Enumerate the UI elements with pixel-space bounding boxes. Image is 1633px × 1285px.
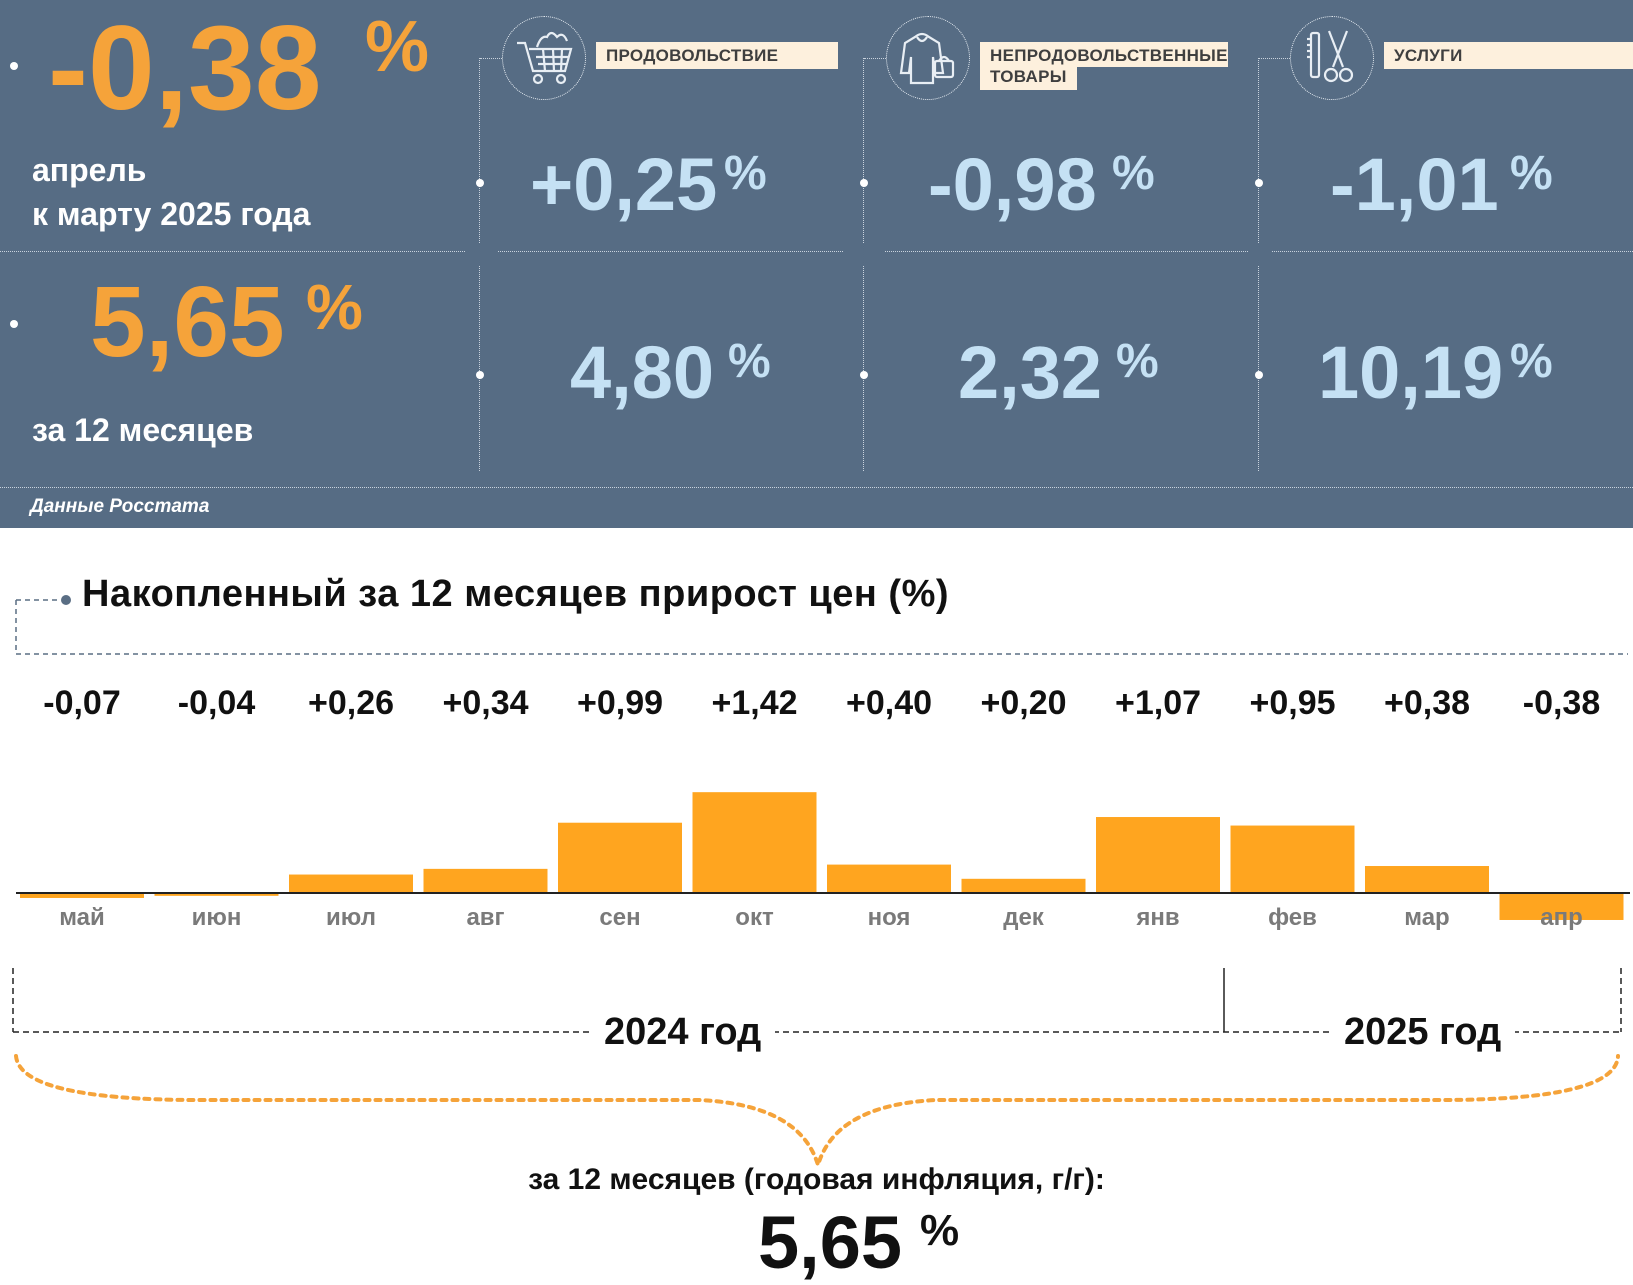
bar-май xyxy=(20,893,144,898)
column-divider xyxy=(1258,58,1259,243)
clothing-icon xyxy=(899,32,955,85)
value-label-авг: +0,34 xyxy=(442,684,529,722)
month-label-июн: июн xyxy=(191,904,242,931)
nonfood-monthly-pct: % xyxy=(1112,147,1155,200)
monthly-caption-line2: к марту 2025 года xyxy=(32,196,311,232)
annual-inflation-value: 5,65 xyxy=(758,1201,903,1284)
chart-title: Накопленный за 12 месяцев прирост цен (%… xyxy=(82,573,950,615)
bullet-dot xyxy=(1255,179,1263,187)
bar-фев xyxy=(1230,825,1355,893)
category-label-nonfood-2: ТОВАРЫ xyxy=(980,65,1077,90)
month-label-июл: июл xyxy=(326,904,376,931)
annual-inflation-pct: % xyxy=(920,1206,960,1255)
value-label-янв: +1,07 xyxy=(1114,684,1202,722)
value-label-окт: +1,42 xyxy=(711,684,798,722)
bar-ноя xyxy=(827,864,951,893)
month-label-янв: янв xyxy=(1136,904,1180,931)
category-label-food: ПРОДОВОЛЬСТВИЕ xyxy=(596,42,838,69)
month-label-апр: апр xyxy=(1540,904,1583,931)
monthly-caption-line1: апрель xyxy=(32,152,147,188)
month-label-авг: авг xyxy=(466,904,505,931)
services-icon-circle xyxy=(1290,16,1374,100)
connector xyxy=(480,58,502,59)
month-label-сен: сен xyxy=(599,904,641,931)
nonfood-annual-pct: % xyxy=(1116,335,1159,388)
bullet-dot xyxy=(476,371,484,379)
food-monthly-value: +0,25 xyxy=(530,143,718,226)
row-divider xyxy=(885,251,1248,252)
annual-value: 5,65 xyxy=(90,266,285,378)
connector xyxy=(1259,58,1290,59)
row-divider xyxy=(498,251,843,252)
bullet-dot xyxy=(10,320,18,328)
category-label-nonfood: НЕПРОДОВОЛЬСТВЕННЫЕ xyxy=(980,42,1228,67)
nonfood-monthly-value: -0,98 xyxy=(928,143,1097,226)
value-label-дек: +0,20 xyxy=(980,684,1067,722)
bullet-dot xyxy=(476,179,484,187)
value-label-мар: +0,38 xyxy=(1383,684,1471,722)
nonfood-icon-circle xyxy=(886,16,970,100)
month-label-дек: дек xyxy=(1003,904,1044,931)
bar-сен xyxy=(558,822,682,893)
monthly-value: -0,38 xyxy=(48,1,322,135)
services-monthly-pct: % xyxy=(1510,147,1553,200)
bar-мар xyxy=(1365,866,1489,893)
value-label-ноя: +0,40 xyxy=(845,684,933,722)
bar-июл xyxy=(289,874,413,893)
food-annual-pct: % xyxy=(728,335,771,388)
column-divider xyxy=(1258,266,1259,471)
services-monthly-value: -1,01 xyxy=(1330,143,1499,226)
bar-дек xyxy=(961,878,1086,893)
nonfood-annual-value: 2,32 xyxy=(958,331,1103,414)
bar-окт xyxy=(692,792,817,893)
month-label-май: май xyxy=(59,904,105,931)
bullet-dot xyxy=(10,62,18,70)
chart-title-decoration xyxy=(15,595,1628,655)
category-label-services: УСЛУГИ xyxy=(1384,42,1633,69)
value-label-фев: +0,95 xyxy=(1249,684,1336,722)
connector xyxy=(864,58,886,59)
bar-апр xyxy=(1499,893,1624,920)
services-annual-value: 10,19 xyxy=(1318,331,1504,414)
annual-inflation-label: за 12 месяцев (годовая инфляция, г/г): xyxy=(528,1163,1105,1196)
annual-pct-sign: % xyxy=(306,271,363,343)
food-icon-circle xyxy=(502,16,586,100)
year-2024-label: 2024 год xyxy=(590,1011,776,1054)
month-label-ноя: ноя xyxy=(867,904,911,931)
year-2025-label: 2025 год xyxy=(1330,1011,1516,1054)
value-label-июн: -0,04 xyxy=(177,684,256,722)
bar-июн xyxy=(154,893,279,896)
row-divider xyxy=(1272,251,1633,252)
panel-divider xyxy=(0,487,1633,488)
value-label-май: -0,07 xyxy=(43,684,121,722)
column-divider xyxy=(479,58,480,243)
column-divider xyxy=(863,266,864,471)
value-label-апр: -0,38 xyxy=(1522,684,1601,722)
bullet-dot xyxy=(860,179,868,187)
monthly-pct-sign: % xyxy=(365,7,430,87)
bar-авг xyxy=(423,868,548,893)
column-divider xyxy=(863,58,864,243)
annual-caption: за 12 месяцев xyxy=(32,412,254,448)
month-label-окт: окт xyxy=(735,904,774,931)
services-annual-pct: % xyxy=(1510,335,1553,388)
year-bracket xyxy=(12,968,1622,1170)
bar-янв xyxy=(1096,817,1220,893)
value-label-сен: +0,99 xyxy=(576,684,664,722)
food-monthly-pct: % xyxy=(724,147,767,200)
scissors-comb-icon xyxy=(1307,30,1354,83)
category-label-nonfood-line1: НЕПРОДОВОЛЬСТВЕННЫЕ xyxy=(990,46,1228,65)
bullet-dot xyxy=(1255,371,1263,379)
bar-chart xyxy=(16,792,1630,920)
bullet-dot xyxy=(860,371,868,379)
month-label-фев: фев xyxy=(1268,904,1317,931)
value-label-июл: +0,26 xyxy=(307,684,395,722)
month-label-мар: мар xyxy=(1404,904,1450,931)
food-annual-value: 4,80 xyxy=(570,331,715,414)
row-divider xyxy=(0,251,465,252)
shopping-cart-icon xyxy=(517,31,573,85)
column-divider xyxy=(479,266,480,471)
source-note: Данные Росстата xyxy=(30,496,210,517)
category-label-nonfood-line2: ТОВАРЫ xyxy=(990,67,1067,86)
